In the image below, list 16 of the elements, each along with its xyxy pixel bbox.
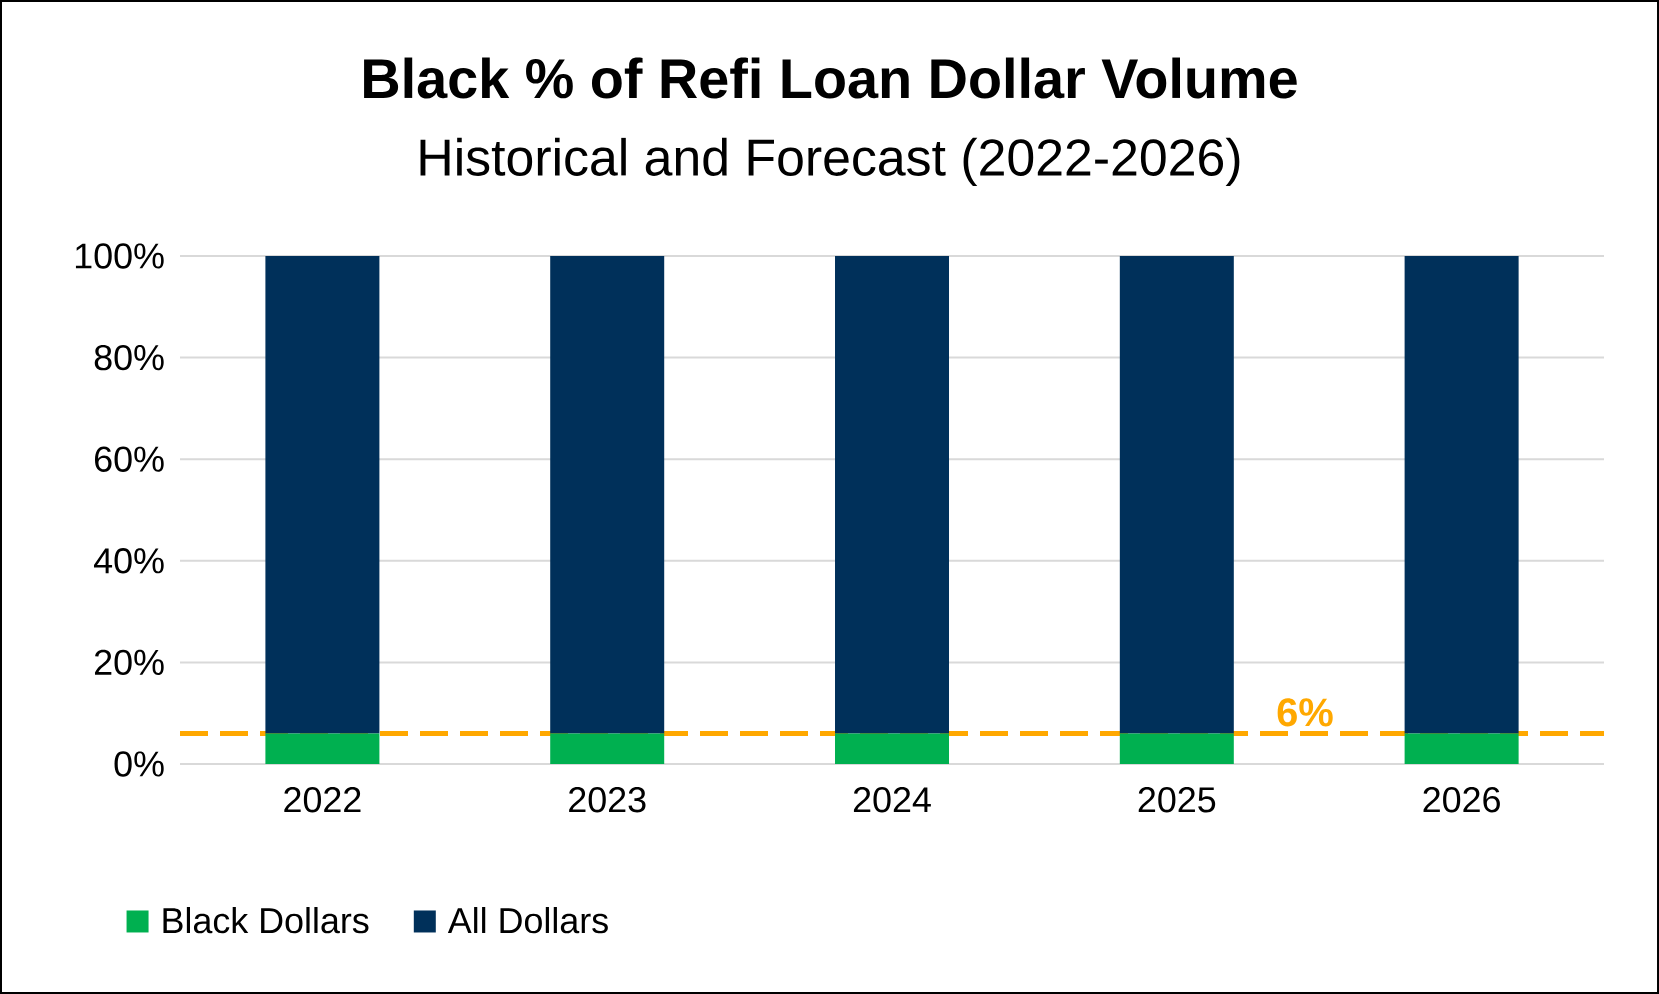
chart-subtitle: Historical and Forecast (2022-2026) [420,137,1240,187]
y-tick-label: 100% [75,243,164,269]
legend-label: All Dollars [447,906,608,934]
y-tick-label: 60% [94,446,164,472]
x-tick-label: 2022 [284,787,361,813]
x-tick-label: 2026 [1423,787,1500,813]
ref-line-label: 6% [1277,698,1333,727]
y-tick-label: 80% [94,344,164,371]
x-tick-label: 2025 [1138,787,1216,813]
y-tick-label: 20% [94,649,164,676]
y-tick-label: 0% [114,751,164,777]
chart-title: Black % of Refi Loan Dollar Volume [364,57,1297,99]
x-tick-label: 2023 [569,787,646,813]
y-tick-label: 40% [93,548,164,574]
legend-label: Black Dollars [163,906,369,934]
x-tick-label: 2024 [853,787,931,813]
